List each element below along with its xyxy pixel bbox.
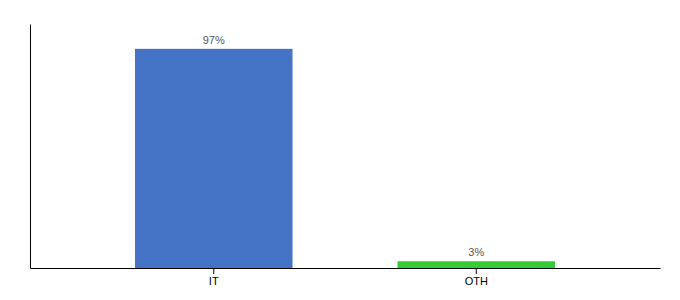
- x-tick: OTH: [465, 268, 488, 287]
- y-axis-line: [30, 25, 31, 269]
- x-tick-mark: [476, 268, 477, 274]
- x-tick-label: IT: [209, 275, 219, 287]
- x-tick: IT: [209, 268, 219, 287]
- y-axis: [30, 25, 31, 269]
- x-axis: IT OTH: [31, 268, 661, 287]
- bar: [135, 49, 293, 268]
- data-labels: 97% 3%: [203, 34, 485, 258]
- x-tick-mark: [213, 268, 214, 274]
- data-label: 97%: [203, 34, 225, 46]
- data-label: 3%: [468, 246, 484, 258]
- bars: [135, 49, 555, 268]
- x-tick-label: OTH: [465, 275, 488, 287]
- chart: IT OTH 97% 3%: [0, 0, 680, 300]
- bar: [398, 261, 556, 268]
- plot: IT OTH 97% 3%: [31, 25, 661, 287]
- x-axis-line: [31, 268, 661, 269]
